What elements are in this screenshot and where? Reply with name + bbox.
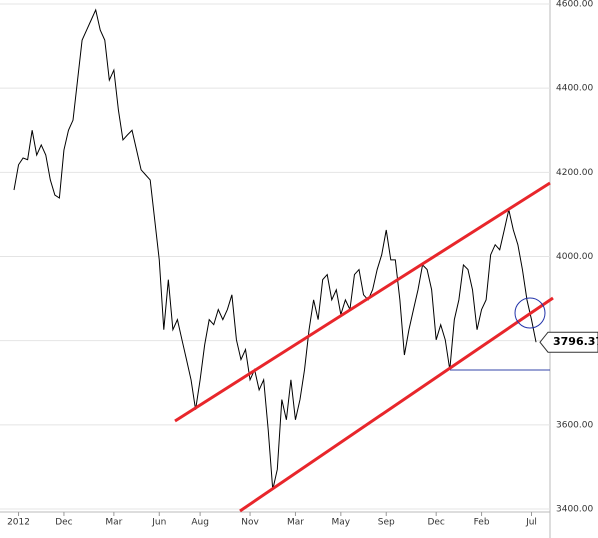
y-tick-label: 3600.00 — [556, 420, 593, 430]
y-tick-label: 4200.00 — [556, 168, 593, 178]
last-price-label: 3796.37 — [553, 335, 598, 348]
upper-channel-line — [174, 181, 551, 423]
x-tick-label: Nov — [241, 518, 259, 528]
grid-group — [0, 3, 550, 516]
x-tick-label: Sep — [378, 518, 395, 528]
y-tick-label: 3400.00 — [556, 505, 593, 515]
x-tick-label: Mar — [105, 518, 122, 528]
last-price-tag — [539, 331, 598, 353]
highlight-circle — [514, 297, 546, 329]
y-tick-label: 4600.00 — [556, 0, 593, 10]
label-group: 3400.003600.003800.004000.004200.004400.… — [7, 0, 598, 528]
y-tick-label: 4400.00 — [556, 84, 593, 94]
x-tick-label: 2012 — [7, 518, 30, 528]
x-tick-label: Dec — [427, 518, 444, 528]
lower-channel-line — [239, 296, 554, 513]
x-tick-label: May — [332, 518, 351, 528]
x-tick-label: Dec — [55, 518, 72, 528]
x-tick-label: Feb — [474, 518, 490, 528]
x-tick-label: Mar — [287, 518, 304, 528]
x-tick-label: Jun — [151, 518, 166, 528]
line-group — [13, 8, 537, 490]
x-tick-label: Aug — [191, 518, 209, 528]
price-line — [13, 8, 537, 490]
y-tick-label: 4000.00 — [556, 252, 593, 262]
x-tick-label: Jul — [525, 518, 537, 528]
